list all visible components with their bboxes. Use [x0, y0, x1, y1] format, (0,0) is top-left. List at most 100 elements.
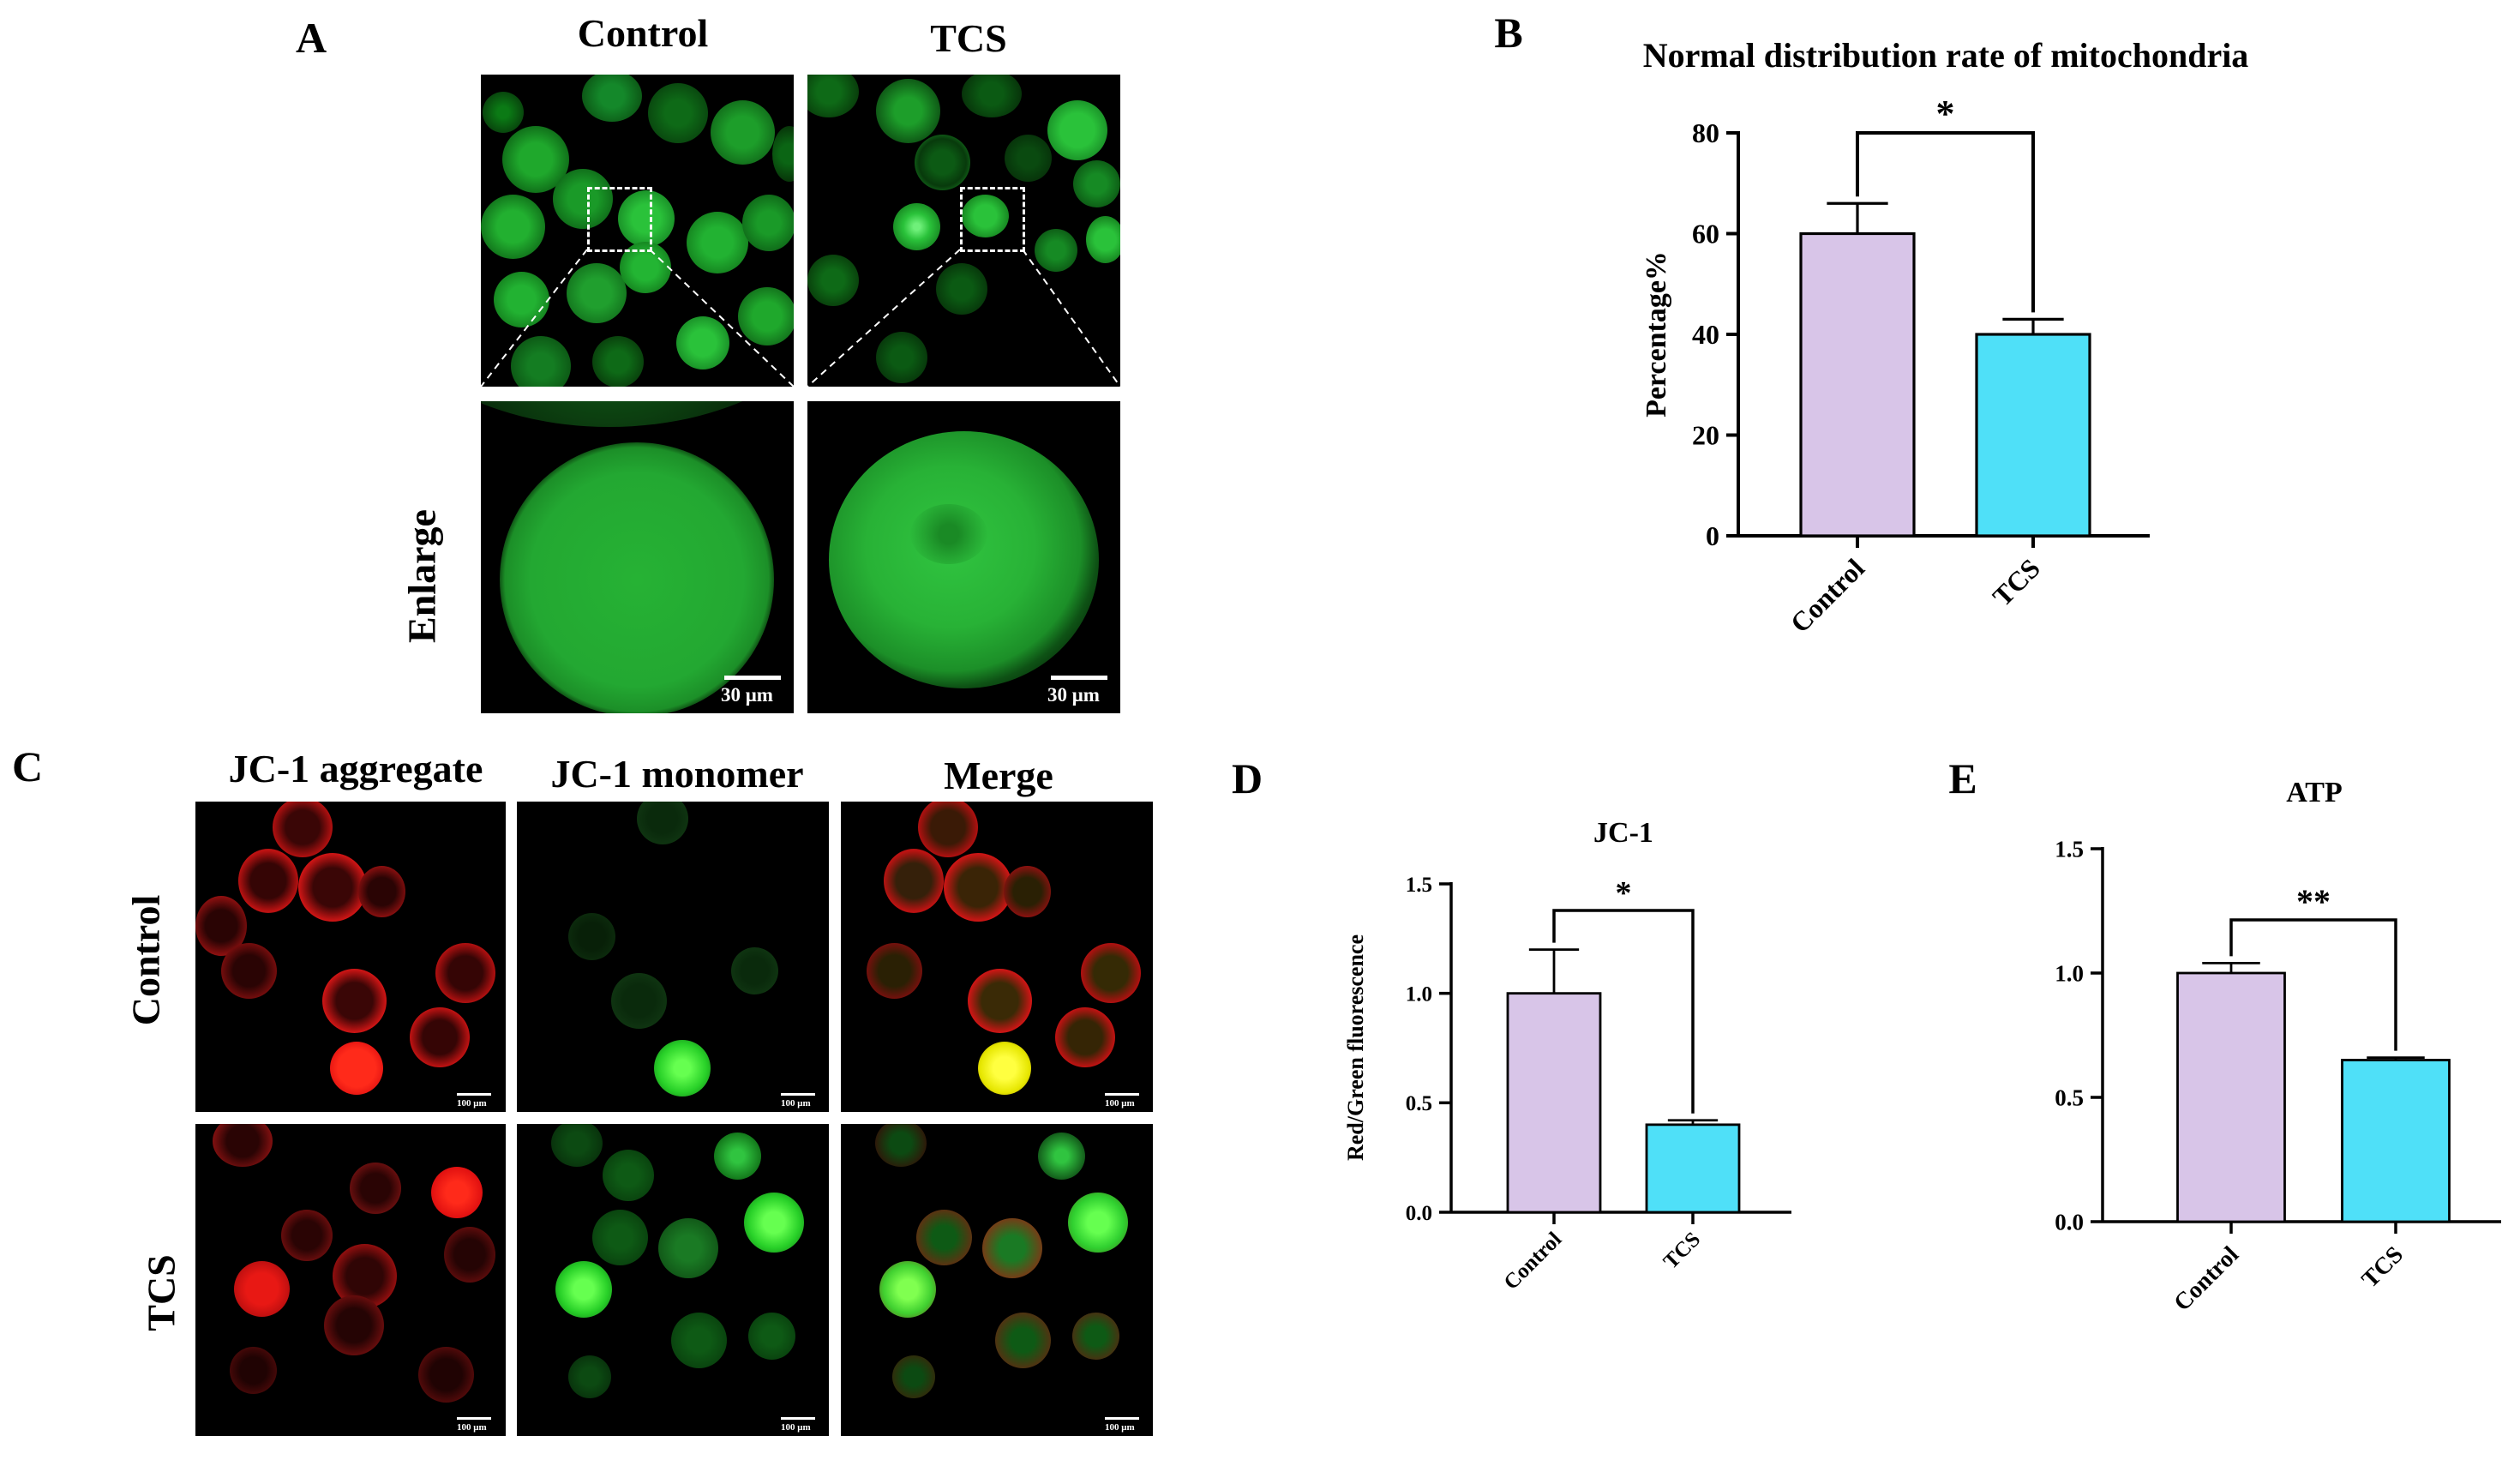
chart-d-bar-tcs	[1645, 1123, 1741, 1214]
zoom-region-box	[587, 187, 652, 252]
oocyte-cell	[731, 947, 778, 994]
chart-d-y-label: Red/Green fluorescence	[1343, 934, 1368, 1161]
scale-bar	[1051, 676, 1107, 680]
oocyte-cell	[592, 1210, 648, 1265]
panel-a-letter: A	[296, 14, 327, 62]
scale-bar-label: 100 μm	[1105, 1422, 1135, 1433]
oocyte-cell	[410, 1007, 470, 1067]
oocyte-cell	[711, 100, 775, 165]
chart-b-significance-bracket	[1856, 131, 2035, 313]
tcs-overview-image	[807, 75, 1120, 387]
oocyte-cell	[893, 203, 940, 250]
oocyte-cell	[1055, 1007, 1115, 1067]
oocyte-cell	[213, 1124, 273, 1167]
scale-bar-label: 30 μm	[721, 684, 773, 706]
oocyte-cell-bright	[555, 1261, 612, 1318]
oocyte-cell	[915, 135, 970, 190]
oocyte-cell	[592, 336, 644, 387]
oocyte-texture	[910, 504, 987, 564]
chart-b-category-label: Control	[1784, 552, 1870, 639]
oocyte-cell	[876, 79, 940, 143]
scale-bar-label: 100 μm	[781, 1422, 811, 1433]
scale-bar	[457, 1093, 491, 1096]
oocyte-cell	[444, 1227, 495, 1283]
oocyte-cell	[481, 195, 545, 259]
chart-e-y-tick-label: 1.0	[2055, 960, 2084, 986]
oocyte-cell	[221, 943, 277, 999]
scale-bar-label: 100 μm	[781, 1098, 811, 1109]
oocyte-cell	[494, 272, 549, 327]
oocyte-cell	[995, 1313, 1051, 1368]
oocyte-cell	[916, 1210, 972, 1265]
oocyte-cell	[676, 316, 729, 370]
zoom-guide-lines	[481, 249, 794, 387]
oocyte-cell	[483, 92, 524, 133]
chart-e-category-label: Control	[2169, 1241, 2244, 1317]
oocyte-cell	[418, 1347, 474, 1403]
oocyte-cell	[714, 1133, 761, 1180]
oocyte-cell	[742, 195, 794, 251]
oocyte-cell	[1081, 943, 1141, 1003]
oocyte-cell	[936, 263, 987, 315]
oocyte-cell	[884, 849, 944, 913]
oocyte-cell	[603, 1150, 654, 1201]
oocyte-cell	[658, 1218, 718, 1278]
chart-e-y-tick-label: 1.5	[2055, 836, 2084, 862]
oocyte-cell	[281, 1210, 333, 1261]
oocyte-cell-bright	[1068, 1193, 1128, 1253]
chart-b-title: Normal distribution rate of mitochondria	[1643, 36, 2249, 75]
oocyte-cell	[1086, 216, 1120, 263]
oocyte-cell	[567, 263, 627, 323]
oocyte-cell	[322, 969, 387, 1033]
oocyte-cell	[748, 1313, 795, 1360]
chart-b-significance-label: *	[1936, 93, 1955, 135]
oocyte-cell	[962, 75, 1022, 117]
oocyte-cell	[867, 943, 922, 999]
chart-e-title: ATP	[2286, 777, 2342, 808]
oocyte-cell	[875, 1124, 927, 1167]
oocyte-cell-bright	[879, 1261, 936, 1318]
scale-bar-label: 100 μm	[457, 1098, 487, 1109]
oocyte-cell	[551, 1124, 603, 1167]
oocyte-cell	[1038, 1133, 1085, 1180]
panel-a-col-title-tcs: TCS	[930, 16, 1007, 60]
oocyte-cell	[350, 1163, 401, 1214]
scale-bar	[1105, 1417, 1139, 1420]
oocyte-cell	[637, 802, 688, 844]
oocyte-cell-bright	[744, 1193, 804, 1253]
chart-d-category-label: TCS	[1659, 1228, 1705, 1273]
zoom-guide-lines	[807, 249, 1120, 387]
oocyte-cell	[876, 332, 927, 383]
chart-d-y-tick-label: 1.5	[1406, 874, 1432, 897]
oocyte-cell	[944, 853, 1012, 922]
oocyte-cell	[1047, 100, 1107, 160]
oocyte-cell	[1073, 160, 1120, 207]
panel-a-col-title-control: Control	[577, 11, 709, 55]
chart-e-category-label: TCS	[2357, 1241, 2409, 1293]
oocyte-cell	[962, 195, 1009, 237]
scale-bar	[724, 676, 781, 680]
oocyte-cell-bright	[330, 1042, 383, 1095]
control-jc1-monomer-image: 100 μm	[517, 802, 829, 1112]
scale-bar	[781, 1093, 815, 1096]
panel-b-letter: B	[1494, 9, 1522, 57]
oocyte-cell	[1035, 229, 1077, 272]
oocyte-cell-bright	[978, 1042, 1031, 1095]
panel-d-letter: D	[1232, 754, 1263, 802]
oocyte-cell	[553, 169, 613, 229]
enlarged-oocyte	[500, 442, 774, 713]
chart-e-significance-label: **	[2296, 882, 2331, 921]
chart-b-category-label: TCS	[1986, 552, 2045, 611]
oocyte-cell	[772, 126, 794, 182]
chart-d-y-tick-label: 0.5	[1406, 1092, 1432, 1115]
oocyte-cell	[511, 336, 571, 387]
scale-bar	[781, 1417, 815, 1420]
control-overview-image	[481, 75, 794, 387]
panel-c-letter: C	[12, 742, 44, 790]
oocyte-cell	[687, 212, 748, 273]
panel-c-col-title-merge: Merge	[944, 754, 1053, 797]
chart-d-y-tick-label: 1.0	[1406, 982, 1432, 1006]
oocyte-cell-bright	[431, 1167, 483, 1218]
chart-b-y-tick-label: 60	[1692, 219, 1719, 249]
